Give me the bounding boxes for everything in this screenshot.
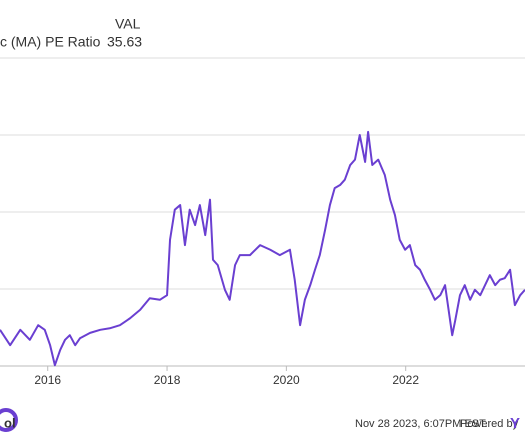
x-tick-label: 2022: [392, 373, 419, 387]
x-tick-label: 2020: [273, 373, 300, 387]
x-tick-label: 2016: [34, 373, 61, 387]
x-tick-label: 2018: [154, 373, 181, 387]
data-line: [0, 130, 525, 367]
footer-date: Nov 28 2023, 6:07PM EST.: [355, 418, 488, 430]
powered-by: Powered by: [460, 418, 519, 430]
logo-right: Y: [510, 415, 520, 432]
logo-left: ol: [4, 415, 16, 430]
legend-label: c (MA) PE Ratio: [0, 34, 101, 50]
legend-value: 35.63: [107, 34, 142, 50]
legend-header: VAL: [115, 16, 141, 32]
logo-mark: [0, 408, 18, 432]
